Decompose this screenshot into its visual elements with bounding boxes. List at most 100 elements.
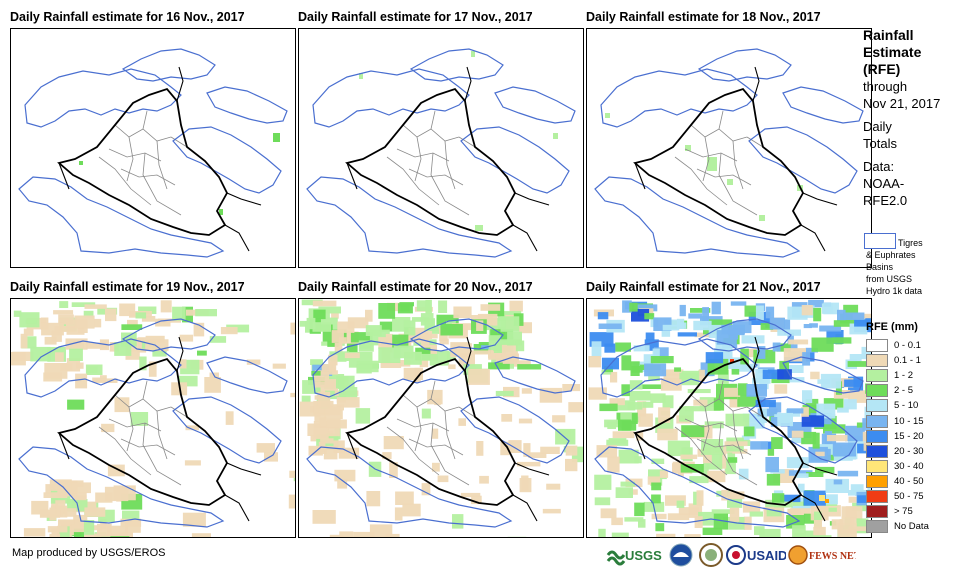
basin-outlines xyxy=(594,318,864,528)
doi-seal xyxy=(699,543,723,567)
agency-logos: USGS USAID FEWS NET xyxy=(606,541,856,569)
country-border xyxy=(633,336,838,522)
panel-title: Daily Rainfall estimate for 19 Nov., 201… xyxy=(10,280,245,294)
legend-label: 15 - 20 xyxy=(894,430,924,442)
legend-item: 20 - 30 xyxy=(866,444,924,458)
basin-outlines xyxy=(18,318,288,528)
map-panel-nov-21: Daily Rainfall estimate for 21 Nov., 201… xyxy=(586,278,872,538)
legend-label: 0 - 0.1 xyxy=(894,340,921,351)
legend-swatch xyxy=(866,444,888,458)
country-border xyxy=(633,66,838,252)
map-frame xyxy=(10,28,296,268)
legend-label: 2 - 5 xyxy=(894,385,914,397)
legend-label: 1 - 2 xyxy=(894,370,914,382)
usaid-logo-text: USAID xyxy=(747,548,786,563)
legend-swatch xyxy=(866,339,888,352)
map-frame xyxy=(298,298,584,538)
panel-title: Daily Rainfall estimate for 18 Nov., 201… xyxy=(586,10,821,24)
legend-item: 15 - 20 xyxy=(866,429,924,443)
legend-title: RFE (mm) xyxy=(866,321,918,333)
side-data-src1: NOAA- xyxy=(863,176,905,191)
side-date: Nov 21, 2017 xyxy=(863,96,941,111)
legend-item: 2 - 5 xyxy=(866,384,914,398)
legend-item: 0 - 0.1 xyxy=(866,339,921,352)
legend-item: 30 - 40 xyxy=(866,459,924,473)
usgs-logo: USGS xyxy=(606,548,662,566)
legend-swatch xyxy=(866,459,888,473)
rainfall-layer xyxy=(359,51,558,231)
map-panel-nov-20: Daily Rainfall estimate for 20 Nov., 201… xyxy=(298,278,584,538)
legend-label: 20 - 30 xyxy=(894,445,924,457)
side-through: through xyxy=(863,79,908,94)
map-frame xyxy=(298,28,584,268)
map-frame xyxy=(586,298,872,538)
legend-swatch xyxy=(866,369,888,383)
fewsnet-logo-text: FEWS NET xyxy=(809,551,856,562)
basin-label-2: & Euphrates xyxy=(866,250,916,260)
basin-label-3: Basins xyxy=(866,262,894,272)
legend-swatch xyxy=(866,429,888,443)
legend-label: 10 - 15 xyxy=(894,415,924,427)
legend-label: 5 - 10 xyxy=(894,400,919,412)
province-boundaries xyxy=(98,380,188,486)
basin-outline-swatch xyxy=(864,233,896,249)
legend-label: > 75 xyxy=(894,506,913,518)
legend-swatch xyxy=(866,520,888,534)
side-daily: Daily xyxy=(863,119,892,134)
panel-title: Daily Rainfall estimate for 17 Nov., 201… xyxy=(298,10,533,24)
usgs-logo-text: USGS xyxy=(625,548,662,563)
legend-item: No Data xyxy=(866,520,929,534)
basin-outlines xyxy=(18,48,288,258)
province-boundaries xyxy=(98,110,188,216)
legend-item: 10 - 15 xyxy=(866,414,924,428)
province-boundaries xyxy=(674,380,764,486)
basin-outlines xyxy=(306,318,576,528)
rainfall-map xyxy=(18,48,288,258)
basin-label-4: from USGS xyxy=(866,274,913,284)
basin-label-1: Tigres xyxy=(898,238,923,248)
legend-item: 0.1 - 1 xyxy=(866,354,921,368)
side-totals: Totals xyxy=(863,136,897,151)
rainfall-map xyxy=(306,48,576,258)
province-boundaries xyxy=(386,110,476,216)
province-boundaries xyxy=(386,380,476,486)
basin-label-5: Hydro 1k data xyxy=(866,286,923,296)
side-title-1: Rainfall xyxy=(863,27,914,43)
legend-label: 0.1 - 1 xyxy=(894,355,921,367)
legend-label: 30 - 40 xyxy=(894,460,924,472)
legend-swatch xyxy=(866,414,888,428)
rainfall-layer xyxy=(588,299,871,537)
side-data-label: Data: xyxy=(863,159,895,174)
rainfall-map xyxy=(594,48,864,258)
legend-swatch xyxy=(866,505,888,519)
map-panel-nov-16: Daily Rainfall estimate for 16 Nov., 201… xyxy=(10,8,296,268)
panel-title: Daily Rainfall estimate for 16 Nov., 201… xyxy=(10,10,245,24)
legend-item: 40 - 50 xyxy=(866,474,924,488)
legend-item: > 75 xyxy=(866,505,913,519)
panel-title: Daily Rainfall estimate for 21 Nov., 201… xyxy=(586,280,821,294)
country-border xyxy=(345,66,550,252)
legend-swatch xyxy=(866,490,888,503)
basin-outlines xyxy=(594,48,864,258)
map-frame xyxy=(10,298,296,538)
fewsnet-logo: FEWS NET xyxy=(788,545,856,565)
legend-label: No Data xyxy=(894,521,929,533)
country-border xyxy=(57,336,262,522)
rainfall-layer xyxy=(79,133,280,215)
basin-outlines xyxy=(306,48,576,258)
province-boundaries xyxy=(674,110,764,216)
side-title-2: Estimate xyxy=(863,44,922,60)
legend-item: 5 - 10 xyxy=(866,399,919,413)
legend-item: 50 - 75 xyxy=(866,490,924,503)
map-credit: Map produced by USGS/EROS xyxy=(12,547,166,559)
map-frame xyxy=(586,28,872,268)
country-border xyxy=(57,66,262,252)
rainfall-map xyxy=(299,299,583,537)
legend-swatch xyxy=(866,474,888,488)
map-info: Rainfall Estimate (RFE) through Nov 21, … xyxy=(863,27,963,209)
legend-label: 50 - 75 xyxy=(894,491,924,502)
rainfall-map xyxy=(11,300,295,537)
map-panel-nov-17: Daily Rainfall estimate for 17 Nov., 201… xyxy=(298,8,584,268)
side-title-3: (RFE) xyxy=(863,61,901,77)
legend-swatch xyxy=(866,384,888,398)
